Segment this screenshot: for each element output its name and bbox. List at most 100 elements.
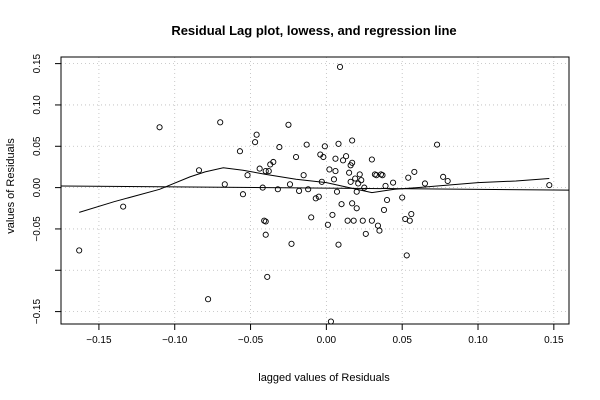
data-point <box>335 241 342 248</box>
data-point <box>399 194 406 201</box>
data-point <box>346 169 353 176</box>
regression-group <box>60 185 570 191</box>
data-point <box>252 139 259 146</box>
x-tick-label: 0.00 <box>317 335 337 346</box>
data-point <box>349 159 356 166</box>
x-tick-label: 0.05 <box>392 335 412 346</box>
x-axis-label: lagged values of Residuals <box>258 372 390 384</box>
data-point <box>356 171 363 178</box>
data-point <box>326 166 333 173</box>
points-group <box>76 63 553 325</box>
data-point <box>353 205 360 212</box>
data-point <box>327 318 334 325</box>
data-point <box>292 153 300 161</box>
data-point <box>374 222 381 229</box>
x-tick-label: −0.05 <box>238 335 264 346</box>
data-point <box>305 186 312 193</box>
y-axis-label: values of Residuals <box>5 138 17 234</box>
data-point <box>320 153 327 161</box>
data-point <box>274 186 281 193</box>
lowess-group <box>79 167 550 213</box>
regression-line <box>60 185 570 191</box>
data-point <box>405 174 412 181</box>
data-point <box>352 175 359 182</box>
x-tick-label: 0.10 <box>468 335 488 346</box>
data-point <box>321 143 328 150</box>
data-point <box>239 191 247 198</box>
data-point <box>264 273 271 280</box>
lowess-line <box>79 167 550 213</box>
data-point <box>285 121 292 128</box>
y-tick-label: 0.05 <box>32 136 43 156</box>
data-point <box>330 176 338 183</box>
data-point <box>379 172 386 179</box>
data-point <box>217 119 224 126</box>
data-point <box>296 187 303 194</box>
y-tick-label: 0.10 <box>32 95 43 115</box>
y-tick-label: −0.05 <box>32 216 43 242</box>
data-point <box>205 296 212 303</box>
data-point <box>421 180 428 187</box>
data-point <box>288 240 295 247</box>
data-point <box>329 211 336 218</box>
data-point <box>253 131 260 138</box>
data-point <box>358 177 365 184</box>
plot-frame <box>60 56 570 325</box>
data-point <box>383 196 391 204</box>
data-point <box>355 180 362 187</box>
data-point <box>303 141 310 148</box>
data-point <box>333 188 341 195</box>
data-point <box>380 206 388 213</box>
data-point <box>259 184 266 191</box>
data-point <box>343 153 350 160</box>
data-point <box>347 178 354 185</box>
x-axis: −0.15 −0.10 −0.05 0.00 0.05 0.10 0.15 <box>86 324 564 346</box>
data-point <box>324 221 331 228</box>
data-point <box>368 217 375 224</box>
data-point <box>373 172 380 179</box>
data-point <box>221 181 228 188</box>
data-point <box>332 155 339 162</box>
data-point <box>359 217 366 224</box>
data-point <box>349 200 356 207</box>
data-point <box>156 124 163 131</box>
data-point <box>286 181 294 188</box>
data-point <box>315 193 322 200</box>
data-point <box>262 168 269 175</box>
data-point <box>308 214 315 221</box>
grid-group <box>61 57 569 324</box>
data-point <box>361 184 368 191</box>
data-point <box>546 182 553 189</box>
data-point <box>406 217 413 224</box>
data-point <box>440 173 447 180</box>
y-axis: −0.15 −0.05 0.00 0.05 0.10 0.15 <box>32 53 61 324</box>
data-point <box>444 177 451 185</box>
data-point <box>382 182 389 190</box>
data-point <box>262 231 269 238</box>
data-point <box>265 168 272 175</box>
data-point <box>408 211 415 218</box>
data-point <box>312 195 319 202</box>
data-point <box>340 157 347 164</box>
data-point <box>262 218 269 225</box>
data-point <box>76 247 83 254</box>
data-point <box>434 141 441 148</box>
data-point <box>120 203 127 210</box>
data-point <box>338 201 345 208</box>
data-point <box>270 158 277 166</box>
data-point <box>411 168 418 175</box>
data-point <box>332 168 339 175</box>
data-point <box>335 140 342 147</box>
x-tick-label: 0.15 <box>544 335 564 346</box>
data-point <box>336 63 344 70</box>
data-point <box>244 172 251 179</box>
data-point <box>276 144 283 151</box>
data-point <box>300 172 307 179</box>
data-point <box>350 217 357 224</box>
data-point <box>256 165 263 172</box>
data-point <box>353 188 360 195</box>
chart-title: Residual Lag plot, lowess, and regressio… <box>171 23 456 38</box>
y-tick-label: −0.15 <box>32 299 43 325</box>
data-point <box>376 227 383 234</box>
